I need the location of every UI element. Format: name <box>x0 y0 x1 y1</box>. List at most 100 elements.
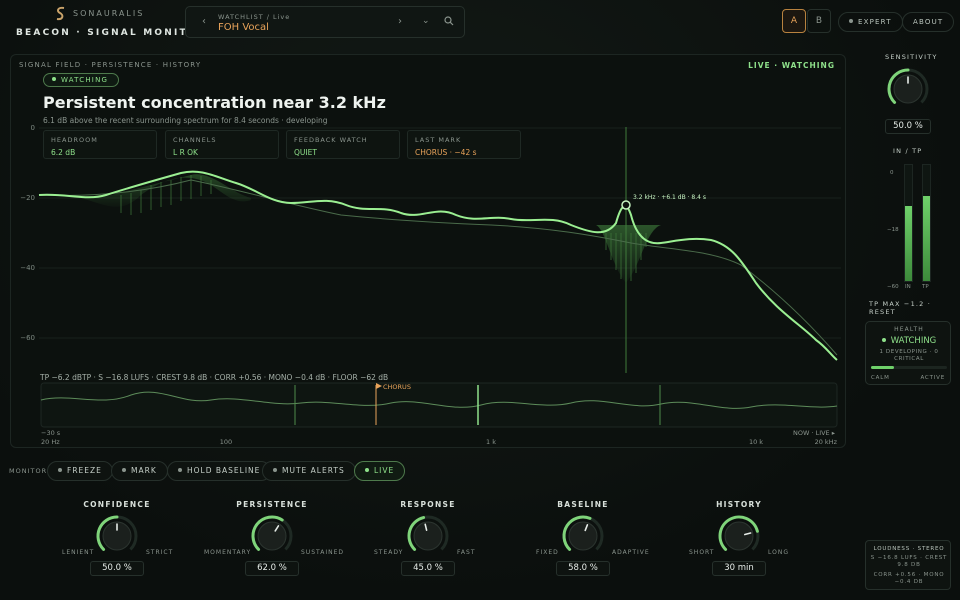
stat-headroom: HEADROOM 6.2 dB <box>43 130 157 159</box>
dot-icon <box>365 468 369 472</box>
knob-confidence[interactable]: CONFIDENCE LENIENT STRICT 50.0 % <box>42 498 192 580</box>
freq-tick-100: 100 <box>220 438 232 446</box>
knob-pointer <box>424 523 428 531</box>
stat-value: QUIET <box>294 148 317 157</box>
dot-icon <box>178 468 182 472</box>
tp-meter-label: TP <box>922 284 929 290</box>
knob-dial[interactable] <box>717 514 761 558</box>
knob-body <box>413 521 443 551</box>
knob-pointer <box>744 532 752 536</box>
stat-label: CHANNELS <box>173 136 217 144</box>
stat-last-mark: LAST MARK CHORUS · −42 s <box>407 130 521 159</box>
tp-max-reset[interactable]: TP MAX −1.2 · RESET <box>869 300 932 316</box>
in-meter-fill <box>905 205 912 281</box>
search-icon[interactable] <box>444 16 454 26</box>
persistence-bars <box>120 175 647 283</box>
compare-b-button[interactable]: B <box>807 9 831 33</box>
knob-min-label: LENIENT <box>62 549 95 556</box>
loudness-line: S −16.8 LUFS · CREST <box>870 555 948 561</box>
knob-body <box>893 74 923 104</box>
tp-meter-fill <box>923 196 930 281</box>
freeze-label: FREEZE <box>67 466 102 475</box>
knob-min-label: SHORT <box>689 549 715 556</box>
y-tick-20: −20 <box>20 194 35 202</box>
stat-feedback-watch: FEEDBACK WATCH QUIET <box>286 130 400 159</box>
health-bar <box>871 366 947 369</box>
knob-title: HISTORY <box>716 500 762 509</box>
brand: SONAURALIS BEACON · SIGNAL MONITOR <box>16 6 205 44</box>
meter-tick-0: 0 <box>890 170 894 176</box>
knob-dial[interactable] <box>406 514 450 558</box>
knob-pointer <box>584 524 589 532</box>
knob-body <box>568 521 598 551</box>
chevron-down-icon[interactable]: ⌄ <box>422 16 430 26</box>
knob-max-label: FAST <box>457 549 476 556</box>
y-tick-60: −60 <box>20 334 35 342</box>
freeze-button[interactable]: FREEZE <box>47 461 113 481</box>
knob-max-label: STRICT <box>146 549 174 556</box>
tp-meter <box>922 164 931 282</box>
stat-value: L R OK <box>173 148 198 157</box>
status-badge-label: WATCHING <box>61 76 109 84</box>
knob-value[interactable]: 58.0 % <box>556 561 610 576</box>
stat-channels: CHANNELS L R OK <box>165 130 279 159</box>
knob-value[interactable]: 62.0 % <box>245 561 299 576</box>
sensitivity-value[interactable]: 50.0 % <box>885 119 931 134</box>
health-bar-fill <box>871 366 894 369</box>
previous-watch-button[interactable]: ‹ <box>202 16 206 27</box>
knob-response[interactable]: RESPONSE STEADY FAST 45.0 % <box>353 498 503 580</box>
knob-level-arc <box>562 515 592 551</box>
breadcrumb: SIGNAL FIELD · PERSISTENCE · HISTORY <box>19 61 202 69</box>
freq-tick-20hz: 20 Hz <box>41 438 60 446</box>
about-button[interactable]: ABOUT <box>902 12 955 32</box>
watchlist-selector[interactable]: ‹ WATCHLIST / Live FOH Vocal › ⌄ <box>185 6 465 38</box>
peak-marker[interactable] <box>621 200 631 210</box>
knob-value[interactable]: 30 min <box>712 561 766 576</box>
mark-button[interactable]: MARK <box>111 461 168 481</box>
knob-dial[interactable] <box>250 514 294 558</box>
knob-history[interactable]: HISTORY SHORT LONG 30 min <box>664 498 814 580</box>
next-watch-button[interactable]: › <box>398 16 402 27</box>
meter-tick-18: −18 <box>887 227 899 233</box>
persistence-fill <box>81 174 251 207</box>
stat-label: HEADROOM <box>51 136 98 144</box>
loudness-line: CORR +0.56 · MONO <box>873 572 945 578</box>
meter-tick-60: −60 <box>887 284 899 290</box>
knob-dial[interactable] <box>95 514 139 558</box>
health-card: HEALTH WATCHING 1 DEVELOPING · 0 CRITICAL… <box>865 321 951 385</box>
loudness-line: −0.4 DB <box>894 579 924 585</box>
knob-body <box>257 521 287 551</box>
hold-baseline-label: HOLD BASELINE <box>187 466 261 475</box>
spectrum-curve <box>38 170 838 361</box>
loudness-card: LOUDNESS · STEREO S −16.8 LUFS · CREST 9… <box>865 540 951 590</box>
sensitivity-knob[interactable] <box>886 67 930 111</box>
stat-value: CHORUS · −42 s <box>415 148 477 157</box>
spectrum-graph[interactable]: 0 −20 −40 −60 3.2 kHz · +6.1 dB · 8.4 s … <box>11 55 847 449</box>
health-status: WATCHING <box>866 336 952 346</box>
right-sidebar: SENSITIVITY 50.0 % IN / TP 0 −18 −60 IN … <box>856 46 960 600</box>
knob-value[interactable]: 50.0 % <box>90 561 144 576</box>
loudness-title: LOUDNESS · STEREO <box>873 546 945 552</box>
knob-title: CONFIDENCE <box>83 500 151 509</box>
knob-title: PERSISTENCE <box>236 500 308 509</box>
knob-persistence[interactable]: PERSISTENCE MOMENTARY SUSTAINED 62.0 % <box>197 498 347 580</box>
hold-baseline-button[interactable]: HOLD BASELINE <box>167 461 272 481</box>
in-tp-label: IN / TP <box>893 147 923 155</box>
watchlist-value: FOH Vocal <box>218 22 269 33</box>
knob-value[interactable]: 45.0 % <box>401 561 455 576</box>
page-subtitle: 6.1 dB above the recent surrounding spec… <box>43 116 328 125</box>
status-badge: WATCHING <box>43 73 120 87</box>
live-button[interactable]: LIVE <box>354 461 406 481</box>
mute-alerts-button[interactable]: MUTE ALERTS <box>262 461 356 481</box>
expert-button[interactable]: EXPERT <box>838 12 903 32</box>
page-title: Persistent concentration near 3.2 kHz <box>43 93 386 112</box>
brand-name: SONAURALIS <box>73 9 145 18</box>
health-status-label: WATCHING <box>890 336 937 346</box>
knob-level-arc <box>407 516 426 551</box>
compare-a-button[interactable]: A <box>782 9 806 33</box>
knob-pointer <box>274 525 280 532</box>
knob-min-label: STEADY <box>374 549 404 556</box>
knob-dial[interactable] <box>561 514 605 558</box>
knob-baseline[interactable]: BASELINE FIXED ADAPTIVE 58.0 % <box>508 498 658 580</box>
peak-marker-label: 3.2 kHz · +6.1 dB · 8.4 s <box>633 194 706 201</box>
